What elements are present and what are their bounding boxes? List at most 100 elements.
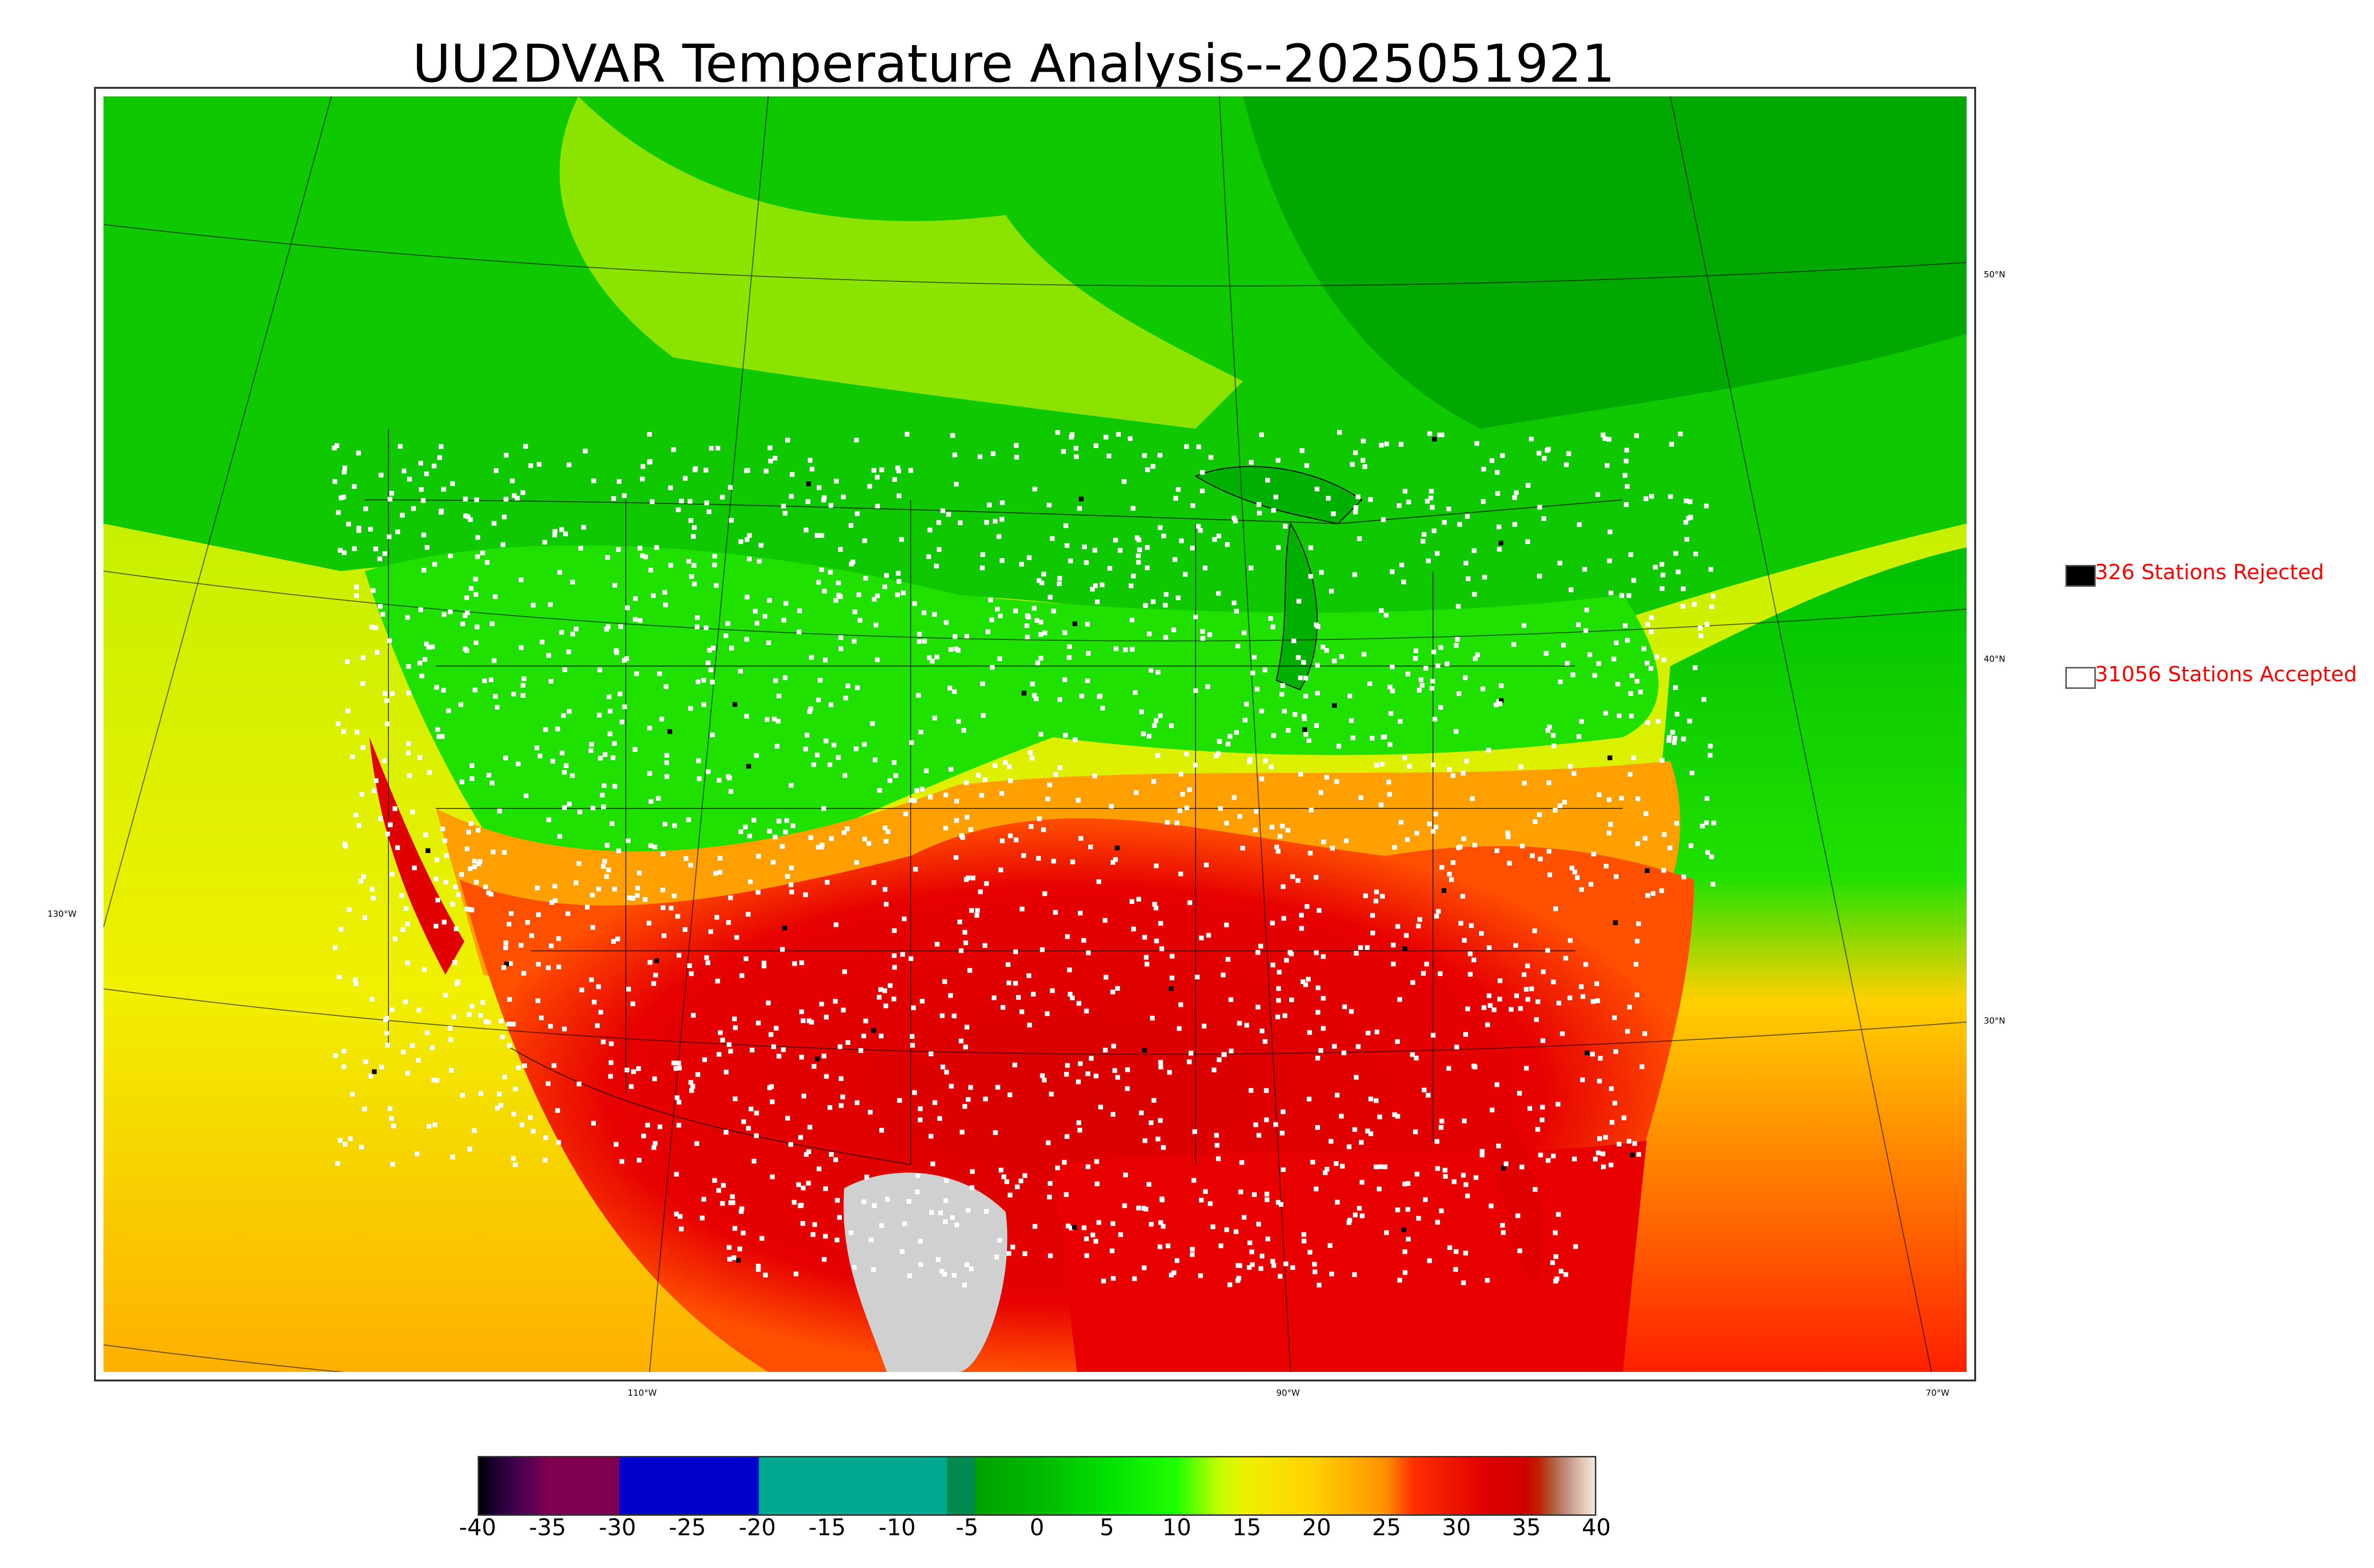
station-marker [1430,678,1435,684]
station-marker [1435,663,1441,668]
station-marker [732,1226,737,1231]
station-marker [1563,956,1568,961]
station-marker [968,1085,973,1090]
station-marker [1302,727,1307,732]
station-marker [1041,572,1046,577]
station-marker [1413,1055,1419,1061]
station-marker [1129,583,1134,588]
station-marker [373,546,378,552]
station-marker [640,553,645,558]
station-marker [732,1016,737,1022]
station-marker [756,854,761,859]
station-marker [1187,1059,1192,1064]
station-marker [1498,540,1504,545]
station-marker [1250,670,1255,676]
station-marker [1630,673,1635,678]
station-marker [1368,1097,1374,1101]
station-marker [466,830,471,835]
station-marker [1413,1129,1418,1135]
station-marker [1283,524,1288,529]
station-marker [745,911,751,917]
station-marker [1314,723,1319,728]
station-marker [1525,963,1530,968]
station-marker [1563,1272,1568,1277]
station-marker [405,615,410,620]
station-marker [512,493,517,498]
station-marker [566,801,572,807]
station-marker [793,1271,799,1277]
station-marker [836,755,841,760]
station-marker [508,961,513,966]
station-marker [615,936,620,941]
station-marker [1298,675,1303,680]
station-marker [1429,488,1434,494]
station-marker [997,1238,1002,1243]
lon-label-70: 70°W [1926,1388,1950,1398]
station-marker [1255,950,1261,955]
station-marker [961,728,966,733]
station-marker [1221,1052,1226,1057]
station-marker [1590,1052,1595,1057]
station-marker [1358,945,1363,950]
station-marker [1497,524,1501,529]
station-marker [741,1230,746,1236]
station-marker [543,727,548,732]
station-marker [1472,843,1477,847]
station-marker [627,895,632,901]
station-marker [411,506,416,511]
station-marker [1533,1187,1538,1192]
station-marker [1107,566,1112,571]
station-marker [1649,629,1654,634]
station-marker [1036,578,1042,583]
station-marker [950,433,955,438]
station-marker [1388,711,1394,716]
station-marker [1308,545,1313,550]
station-marker [1243,718,1248,723]
station-marker [1417,917,1423,922]
station-marker [902,916,907,921]
station-marker [780,947,785,952]
station-marker [1660,573,1666,578]
station-marker [1611,657,1617,662]
station-marker [1468,972,1473,977]
station-marker [531,1129,536,1134]
station-marker [928,1134,933,1139]
station-marker [1324,1167,1329,1172]
station-marker [1153,905,1159,911]
station-marker [500,542,506,547]
station-marker [1254,686,1260,692]
station-marker [752,1158,757,1164]
station-marker [943,792,949,798]
station-marker [1328,1139,1334,1144]
station-marker [776,1053,782,1059]
station-marker [1078,1061,1083,1066]
station-marker [948,993,953,998]
station-marker [671,893,677,899]
station-marker [910,1034,914,1039]
station-marker [773,1025,779,1031]
station-marker [969,1266,974,1271]
station-marker [1707,752,1713,758]
station-marker [509,911,514,916]
station-marker [1684,498,1689,504]
station-marker [647,725,652,731]
station-marker [1051,858,1056,864]
station-marker [926,554,931,559]
station-marker [663,684,669,689]
station-marker [1067,992,1073,997]
station-marker [657,671,662,676]
station-marker [984,520,989,525]
station-marker [372,1069,377,1074]
station-marker [1462,938,1467,943]
station-marker [1353,450,1358,455]
station-marker [756,1267,761,1272]
station-marker [1187,900,1192,905]
station-marker [501,965,507,970]
station-marker [691,563,697,568]
station-marker [1013,608,1018,613]
station-marker [1441,520,1447,525]
station-marker [1218,806,1223,811]
station-marker [1252,655,1257,660]
station-marker [936,520,942,525]
station-marker [799,960,804,965]
